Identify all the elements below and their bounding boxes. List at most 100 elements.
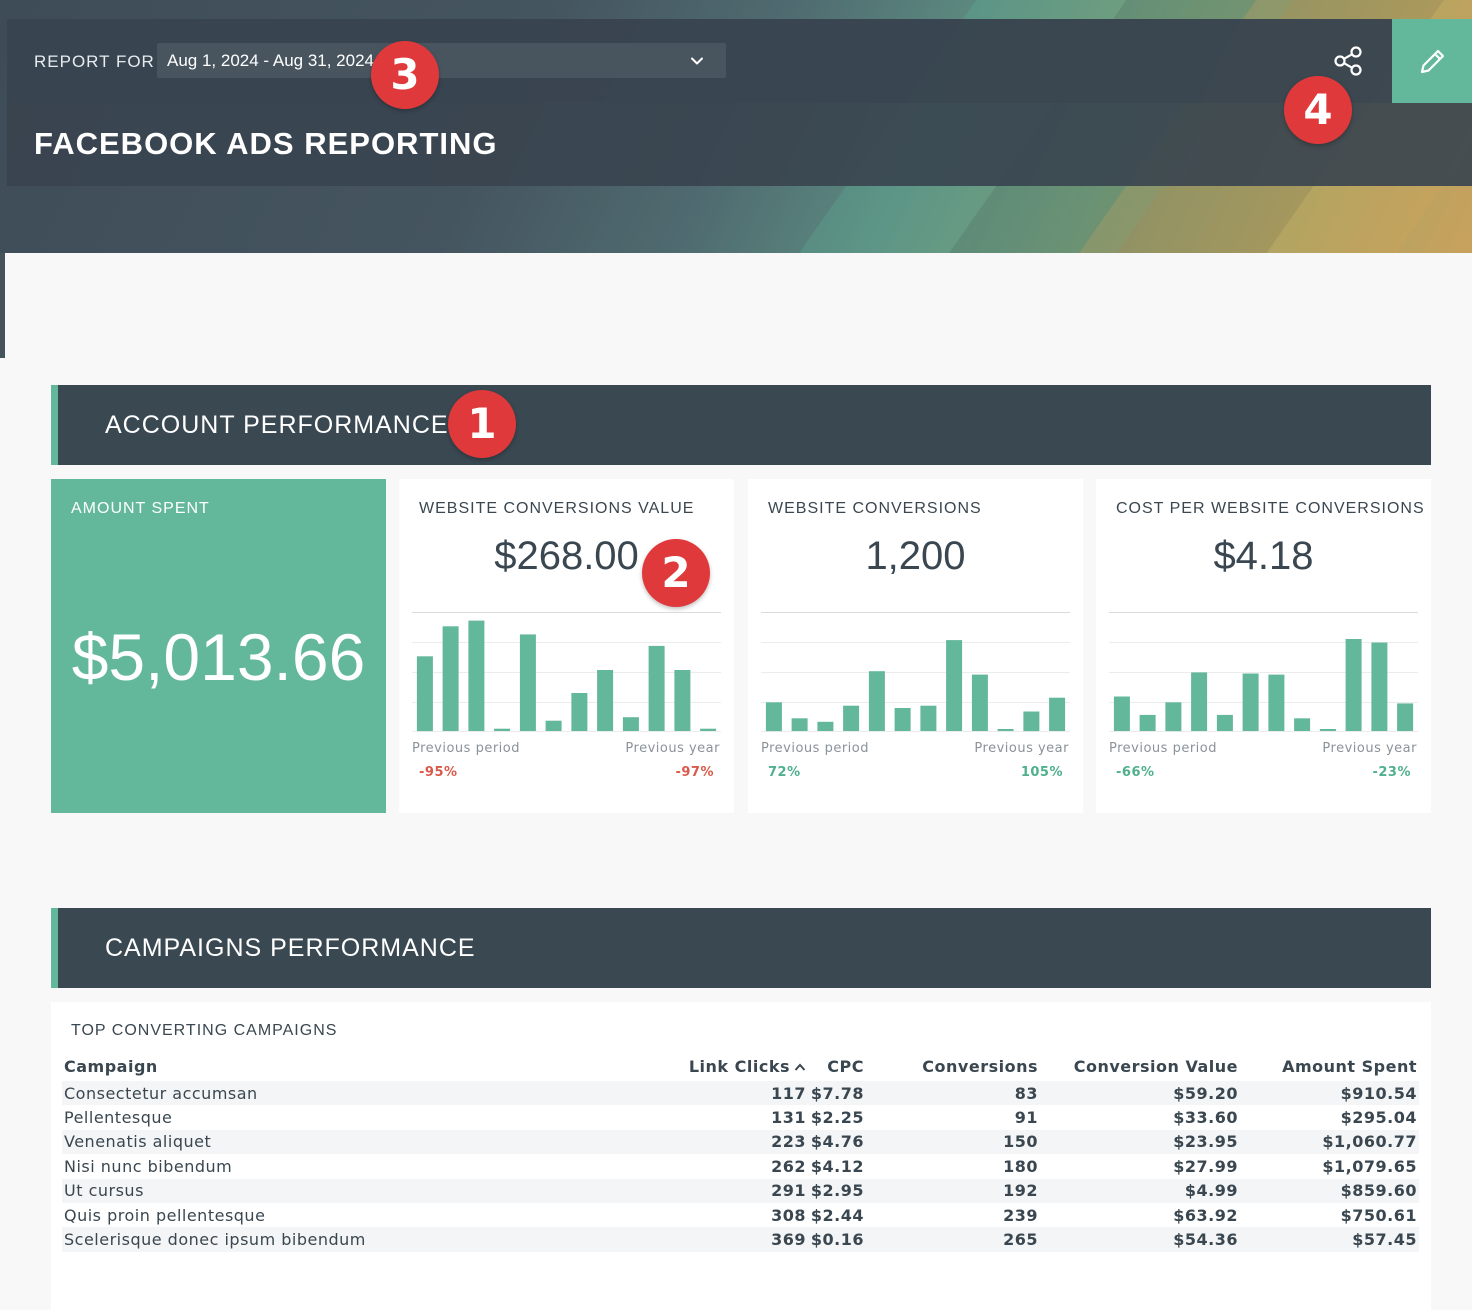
table-body: Consectetur accumsan 117 $7.78 83 $59.20 $910…	[62, 1081, 1419, 1252]
kpi-label: AMOUNT SPENT	[71, 500, 210, 517]
section-header-account: ACCOUNT PERFORMANCE	[51, 385, 1431, 465]
previous-year-change: 105%	[1020, 765, 1063, 780]
kpi-sparkline	[761, 612, 1070, 732]
sparkline-bar	[997, 729, 1014, 731]
cell-campaign: Venenatis aliquet	[64, 1132, 212, 1152]
column-header-conversions[interactable]: Conversions	[922, 1056, 1038, 1076]
callout-badge-1: 1	[448, 390, 516, 458]
left-edge-accent	[0, 253, 5, 358]
page-title: FACEBOOK ADS REPORTING	[34, 126, 498, 161]
cell-conversion-value: $27.99	[1173, 1156, 1238, 1176]
cell-campaign: Nisi nunc bibendum	[64, 1156, 233, 1176]
sparkline-bar	[494, 728, 511, 731]
cell-cpc: $4.12	[810, 1156, 864, 1176]
share-button[interactable]	[1326, 40, 1370, 82]
cell-conversions: 265	[1003, 1230, 1038, 1250]
cell-campaign: Ut cursus	[64, 1181, 144, 1201]
cell-amount-spent: $910.54	[1340, 1083, 1417, 1103]
cell-cpc: $2.95	[810, 1181, 864, 1201]
table-row[interactable]: Venenatis aliquet 223 $4.76 150 $23.95 $1,060…	[62, 1129, 1419, 1155]
table-title: TOP CONVERTING CAMPAIGNS	[71, 1022, 338, 1039]
column-header-campaign[interactable]: Campaign	[64, 1056, 158, 1076]
kpi-value: $4.18	[1213, 534, 1314, 578]
kpi-value: $5,013.66	[71, 620, 366, 694]
table-row[interactable]: Consectetur accumsan 117 $7.78 83 $59.20 $910…	[62, 1081, 1419, 1106]
cell-campaign: Pellentesque	[64, 1108, 173, 1128]
cell-campaign: Quis proin pellentesque	[64, 1205, 266, 1225]
kpi-card-cost-per-conversion: COST PER WEBSITE CONVERSIONS $4.18 Previ…	[1096, 479, 1431, 813]
sparkline-bar	[571, 693, 588, 731]
column-header-cpc[interactable]: CPC	[827, 1056, 864, 1076]
cell-conversions: 83	[1014, 1083, 1038, 1103]
edit-button[interactable]	[1392, 19, 1472, 103]
cell-conversions: 180	[1003, 1156, 1038, 1176]
sparkline-bar	[1242, 673, 1259, 731]
kpi-label: COST PER WEBSITE CONVERSIONS	[1116, 500, 1425, 517]
table-row[interactable]: Ut cursus 291 $2.95 192 $4.99 $859.60	[62, 1178, 1419, 1203]
cell-conversion-value: $54.36	[1173, 1230, 1238, 1250]
sparkline-bar	[843, 705, 860, 731]
column-header-conversion-value[interactable]: Conversion Value	[1073, 1056, 1238, 1076]
cell-conversions: 150	[1003, 1132, 1038, 1152]
table-row[interactable]: Nisi nunc bibendum 262 $4.12 180 $27.99 $1,07…	[62, 1154, 1419, 1178]
cell-amount-spent: $1,079.65	[1322, 1156, 1417, 1176]
table-row[interactable]: Pellentesque 131 $2.25 91 $33.60 $295.04	[62, 1105, 1419, 1129]
column-header-link-clicks[interactable]: Link Clicks	[522, 1051, 808, 1081]
previous-period-label: Previous period	[412, 741, 520, 756]
callout-badge-3: 3	[371, 41, 439, 109]
cell-conversion-value: $63.92	[1173, 1205, 1238, 1225]
cell-conversions: 239	[1003, 1205, 1038, 1225]
cell-conversion-value: $4.99	[1184, 1181, 1238, 1201]
kpi-label: WEBSITE CONVERSIONS	[768, 500, 982, 517]
report-for-label: REPORT FOR	[34, 52, 155, 71]
previous-year-label: Previous year	[625, 741, 720, 756]
table-header-row: Campaign Link Clicks CPC Conversions Con…	[62, 1051, 1419, 1081]
chevron-down-icon	[691, 57, 703, 65]
date-range-select[interactable]: Aug 1, 2024 - Aug 31, 2024	[157, 43, 726, 78]
pencil-icon	[1420, 49, 1445, 74]
sparkline-bar	[468, 620, 485, 731]
sparkline-bar	[1294, 718, 1311, 731]
title-bar	[7, 103, 1472, 186]
previous-year-label: Previous year	[974, 741, 1069, 756]
sparkline-bar	[817, 721, 834, 731]
cell-conversion-value: $33.60	[1173, 1108, 1238, 1128]
sparkline-bar	[700, 728, 717, 731]
sparkline-bar	[622, 717, 639, 731]
sparkline-bar	[1268, 674, 1285, 731]
previous-period-change: -66%	[1116, 765, 1155, 780]
kpi-card-conversions-value: WEBSITE CONVERSIONS VALUE $268.00 Previo…	[399, 479, 734, 813]
cell-amount-spent: $1,060.77	[1322, 1132, 1417, 1152]
sparkline-bar	[442, 626, 459, 731]
section-header-campaigns: CAMPAIGNS PERFORMANCE	[51, 908, 1431, 988]
campaigns-table-card: TOP CONVERTING CAMPAIGNS Campaign Link C…	[51, 1002, 1431, 1310]
cell-link-clicks: 308	[771, 1205, 806, 1225]
kpi-sparkline	[412, 612, 721, 732]
cell-link-clicks: 262	[771, 1156, 806, 1176]
kpi-card-amount-spent: AMOUNT SPENT $5,013.66	[51, 479, 386, 813]
cell-link-clicks: 291	[771, 1181, 806, 1201]
previous-period-change: 72%	[768, 765, 801, 780]
cell-cpc: $2.44	[810, 1205, 864, 1225]
sparkline-bar	[1371, 642, 1388, 731]
column-header-amount-spent[interactable]: Amount Spent	[1282, 1056, 1417, 1076]
cell-amount-spent: $859.60	[1340, 1181, 1417, 1201]
sparkline-bar	[648, 645, 665, 731]
kpi-card-conversions: WEBSITE CONVERSIONS 1,200 Previous perio…	[748, 479, 1083, 813]
cell-campaign: Consectetur accumsan	[64, 1083, 258, 1103]
cell-cpc: $2.25	[810, 1108, 864, 1128]
sparkline-bar	[1216, 714, 1233, 731]
cell-conversions: 91	[1014, 1108, 1038, 1128]
callout-badge-4: 4	[1284, 76, 1352, 144]
sparkline-bar	[1319, 729, 1336, 731]
previous-year-label: Previous year	[1322, 741, 1417, 756]
table-row[interactable]: Quis proin pellentesque 308 $2.44 239 $63.92…	[62, 1203, 1419, 1227]
table-row[interactable]: Scelerisque donec ipsum bibendum 369 $0.16…	[62, 1227, 1419, 1252]
sparkline-bar	[971, 674, 988, 731]
cell-cpc: $7.78	[810, 1083, 864, 1103]
cell-amount-spent: $57.45	[1352, 1230, 1417, 1250]
previous-period-label: Previous period	[1109, 741, 1217, 756]
sparkline-bar	[1345, 639, 1362, 731]
sort-ascending-icon	[794, 1063, 806, 1071]
cell-campaign: Scelerisque donec ipsum bibendum	[64, 1230, 366, 1250]
